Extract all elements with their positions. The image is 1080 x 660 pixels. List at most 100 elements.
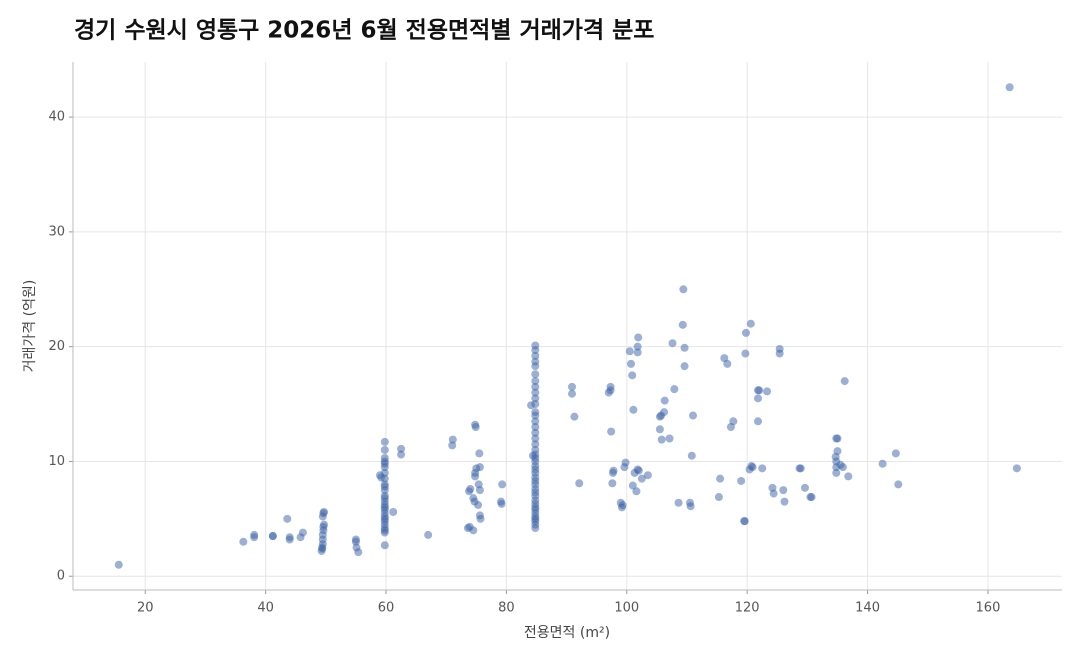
point [298, 528, 307, 537]
point [689, 411, 698, 420]
point [796, 464, 805, 473]
y-axis-title: 거래가격 (억원) [22, 280, 38, 373]
point [318, 544, 327, 553]
point [637, 474, 646, 483]
point [758, 464, 767, 473]
point [475, 449, 484, 458]
point [657, 435, 666, 444]
point [474, 501, 483, 510]
point [608, 479, 617, 488]
point [531, 382, 540, 391]
point [397, 450, 406, 459]
point [380, 541, 389, 550]
x-tick-label: 20 [137, 601, 154, 616]
point [469, 526, 478, 535]
point [531, 417, 540, 426]
point [754, 394, 763, 403]
point [668, 339, 677, 348]
x-tick-label: 80 [498, 601, 515, 616]
point [570, 412, 579, 421]
point [763, 387, 772, 396]
point [1005, 83, 1014, 92]
point [268, 532, 277, 541]
point [714, 493, 723, 502]
point [633, 342, 642, 351]
point [531, 400, 540, 409]
point [498, 480, 507, 489]
point [660, 396, 669, 405]
point [678, 320, 687, 329]
point [741, 349, 750, 358]
point [531, 377, 540, 386]
point [568, 389, 577, 398]
point [380, 454, 389, 462]
point [741, 328, 750, 337]
point [754, 417, 763, 426]
point [283, 514, 292, 523]
point [250, 530, 259, 539]
x-tick-label: 120 [735, 601, 760, 616]
point [606, 386, 615, 395]
x-tick-label: 100 [614, 601, 639, 616]
point [531, 341, 540, 350]
point [779, 486, 788, 495]
point [643, 471, 652, 480]
point [891, 449, 900, 458]
point [380, 445, 389, 454]
point [397, 444, 406, 453]
point [660, 408, 669, 417]
point [748, 463, 757, 472]
point [674, 498, 683, 507]
point [632, 487, 641, 496]
point [625, 347, 634, 356]
point [320, 507, 329, 516]
point [380, 491, 389, 500]
point [607, 427, 616, 436]
point [351, 535, 360, 544]
point [800, 483, 809, 492]
point [531, 388, 540, 397]
point [380, 437, 389, 446]
point [114, 560, 123, 569]
point [838, 463, 847, 472]
point [634, 466, 643, 475]
point [448, 435, 457, 444]
point [531, 434, 540, 443]
point [475, 511, 484, 520]
point [380, 480, 389, 489]
point [531, 357, 540, 366]
point [755, 386, 764, 395]
point [531, 440, 540, 449]
point [380, 474, 389, 483]
point [716, 474, 725, 483]
point [833, 434, 842, 443]
point [780, 497, 789, 506]
point [496, 497, 505, 506]
point [1012, 464, 1021, 473]
point [531, 394, 540, 403]
point [832, 468, 841, 477]
y-tick-label: 10 [48, 454, 65, 469]
point [769, 489, 778, 498]
point [531, 351, 540, 360]
point [687, 451, 696, 460]
point [670, 385, 679, 394]
y-tick-label: 40 [48, 110, 65, 125]
point [424, 530, 433, 539]
point [627, 359, 636, 368]
point [575, 479, 584, 488]
point [320, 520, 329, 529]
point [389, 507, 398, 516]
point [568, 382, 577, 391]
point [628, 481, 637, 490]
point [894, 480, 903, 489]
point [475, 486, 484, 495]
point [471, 420, 480, 429]
point [531, 370, 540, 379]
point [616, 498, 625, 507]
point [531, 423, 540, 432]
point [807, 493, 816, 502]
point [239, 537, 248, 546]
point [633, 348, 642, 357]
